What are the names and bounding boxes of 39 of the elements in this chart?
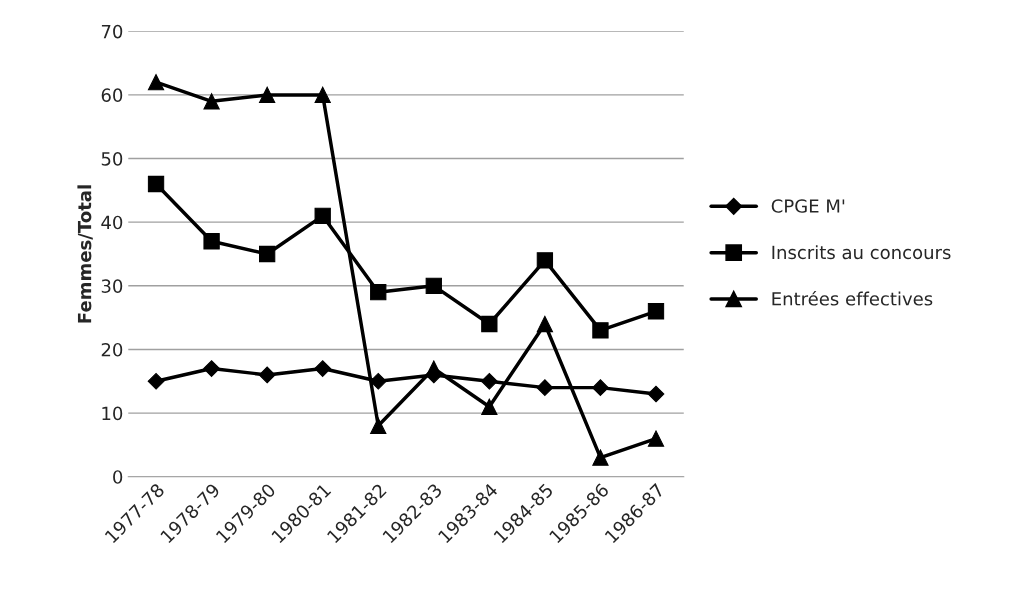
point	[314, 86, 331, 104]
point	[481, 315, 498, 333]
y-axis-title: Femmes/Total	[77, 185, 93, 323]
point	[592, 449, 609, 466]
y-tick-label: 70	[101, 24, 123, 39]
y-tick-label: 40	[101, 215, 123, 230]
point	[147, 175, 165, 193]
point	[258, 86, 276, 104]
legend-label: Inscrits au concours	[772, 245, 951, 260]
point	[647, 385, 665, 403]
y-tick-label: 0	[113, 470, 123, 484]
point	[370, 284, 387, 301]
y-tick-label: 30	[101, 279, 123, 293]
point	[480, 372, 498, 390]
legend-label: Entrées effectives	[772, 290, 933, 306]
y-tick-label: 10	[102, 406, 123, 421]
point	[592, 379, 609, 397]
y-tick-label: 50	[101, 152, 123, 166]
point	[425, 277, 442, 294]
point	[147, 74, 165, 91]
point	[481, 398, 498, 415]
point	[536, 315, 554, 333]
y-tick-label: 60	[101, 88, 123, 103]
point	[258, 366, 276, 384]
point	[592, 322, 609, 339]
point	[536, 252, 554, 269]
point	[203, 93, 220, 110]
point	[314, 207, 331, 224]
point	[203, 233, 220, 250]
point	[647, 430, 665, 447]
y-tick-label: 20	[101, 342, 123, 357]
point	[536, 379, 554, 397]
point	[647, 303, 665, 320]
point	[147, 372, 165, 390]
legend-label: CPGE M'	[771, 199, 845, 213]
point	[203, 360, 220, 377]
point	[314, 360, 332, 377]
point	[258, 245, 276, 263]
point	[370, 417, 387, 434]
